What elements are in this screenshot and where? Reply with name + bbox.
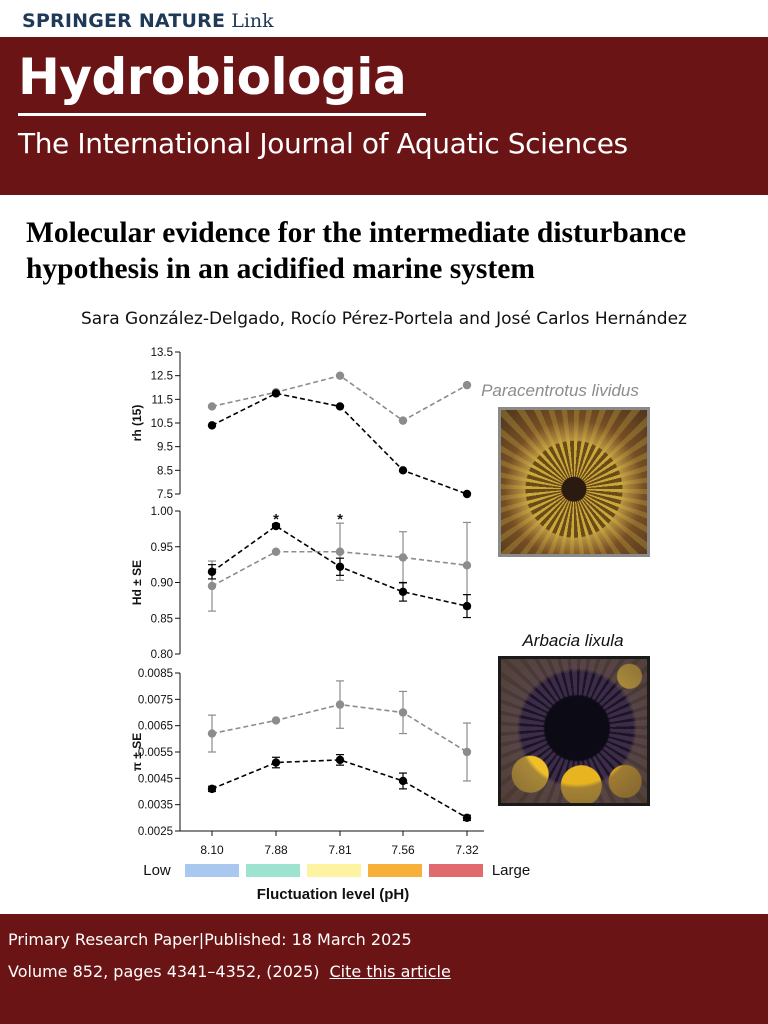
data-point: [398, 416, 408, 425]
springer-nature-link-logo[interactable]: SPRINGER NATURE Link: [22, 10, 274, 32]
data-point: [207, 784, 217, 794]
data-point: [335, 755, 345, 765]
y-tick-label: 0.0035: [138, 800, 173, 812]
data-point: [207, 402, 217, 411]
y-axis-label: rh (15): [130, 405, 144, 442]
y-axis-label: π ± SE: [130, 733, 144, 771]
data-point: [207, 729, 217, 738]
y-tick-label: 9.5: [157, 442, 173, 454]
x-tick-label: 7.32: [455, 843, 479, 857]
data-point: [462, 489, 472, 499]
data-point: [398, 708, 408, 717]
top-bar: SPRINGER NATURE Link: [0, 0, 768, 37]
y-tick-label: 0.0065: [138, 721, 173, 733]
y-tick-label: 1.00: [151, 506, 173, 518]
data-point: [207, 581, 217, 591]
data-point: [207, 567, 217, 576]
journal-subtitle: The International Journal of Aquatic Sci…: [18, 127, 628, 160]
scale-swatch: [307, 864, 361, 877]
journal-name[interactable]: Hydrobiologia: [18, 48, 407, 106]
x-tick-label: 8.10: [200, 843, 224, 857]
data-point: [398, 466, 408, 475]
footer-meta-line: Primary Research Paper|Published: 18 Mar…: [8, 930, 412, 949]
figure-svg: 13.5 12.5 11.5 10.5 9.5 8.5 7.5 rh (15) 1.00 0.95…: [130, 347, 639, 903]
cite-this-article-link[interactable]: Cite this article: [329, 962, 451, 981]
data-point: [398, 587, 408, 596]
y-tick-label: 0.0025: [138, 826, 173, 838]
y-tick-label: 0.0045: [138, 773, 173, 785]
y-tick-label: 13.5: [151, 347, 173, 359]
data-point: [271, 758, 281, 767]
data-point: [335, 371, 345, 380]
footer-volume-line: Volume 852, pages 4341–4352, (2025) Cite …: [8, 962, 451, 981]
x-axis-label: Fluctuation level (pH): [257, 886, 410, 903]
paracentrotus-lividus-photo: [498, 407, 650, 557]
brand-name: SPRINGER NATURE: [22, 10, 226, 32]
scale-swatch: [185, 864, 239, 877]
data-point: [271, 521, 281, 531]
journal-banner: [0, 37, 768, 195]
arbacia-lixula-photo: [498, 656, 650, 806]
paper-type: Primary Research Paper: [8, 930, 199, 949]
y-tick-label: 0.0085: [138, 668, 173, 680]
brand-link: Link: [231, 10, 274, 32]
series-line: [211, 759, 468, 819]
y-tick-label: 0.80: [151, 649, 173, 661]
data-point: [335, 562, 345, 571]
data-point: [271, 716, 281, 725]
volume-pages: Volume 852, pages 4341–4352, (2025): [8, 962, 320, 981]
y-tick-label: 7.5: [157, 489, 173, 501]
scale-swatch: [246, 864, 300, 877]
x-tick-label: 7.81: [328, 843, 352, 857]
scale-high-label: Large: [492, 862, 530, 879]
x-tick-label: 7.88: [264, 843, 288, 857]
series-line: [211, 374, 468, 422]
y-tick-label: 10.5: [151, 418, 173, 430]
y-tick-label: 0.0055: [138, 747, 173, 759]
data-point: [462, 813, 472, 823]
y-tick-label: 11.5: [151, 394, 173, 406]
scale-swatch: [368, 864, 422, 877]
significance-asterisk: *: [337, 511, 343, 528]
article-title: Molecular evidence for the intermediate …: [26, 217, 687, 285]
y-tick-label: 0.0075: [138, 694, 173, 706]
y-tick-label: 0.85: [151, 613, 173, 625]
published-date: Published: 18 March 2025: [204, 930, 412, 949]
scale-low-label: Low: [143, 862, 171, 879]
x-tick-label: 7.56: [391, 843, 415, 857]
data-point: [462, 380, 472, 390]
data-point: [398, 776, 408, 786]
data-point: [335, 547, 345, 556]
article-figure: 13.5 12.5 11.5 10.5 9.5 8.5 7.5 rh (15) 1.00 0.95…: [0, 340, 768, 920]
data-point: [271, 389, 281, 398]
y-tick-label: 0.90: [151, 578, 173, 590]
species-label-arbacia: Arbacia lixula: [521, 631, 623, 650]
data-point: [207, 421, 217, 430]
species-label-paracentrotus: Paracentrotus lividus: [481, 381, 639, 400]
data-point: [462, 601, 472, 611]
data-point: [335, 700, 345, 709]
article-footer: [0, 914, 768, 1024]
scale-swatch: [429, 864, 483, 877]
data-point: [271, 547, 281, 556]
journal-name-underline: [18, 113, 426, 116]
data-point: [335, 402, 345, 411]
data-point: [398, 553, 408, 562]
y-tick-label: 0.95: [151, 542, 173, 554]
article-authors: Sara González-Delgado, Rocío Pérez-Porte…: [81, 309, 687, 329]
y-tick-label: 12.5: [151, 371, 173, 383]
data-point: [462, 747, 472, 757]
data-point: [462, 561, 472, 570]
y-axis-label: Hd ± SE: [130, 560, 144, 605]
significance-asterisk: *: [273, 511, 279, 528]
meta-separator: |: [198, 930, 205, 949]
y-tick-label: 8.5: [157, 465, 173, 477]
